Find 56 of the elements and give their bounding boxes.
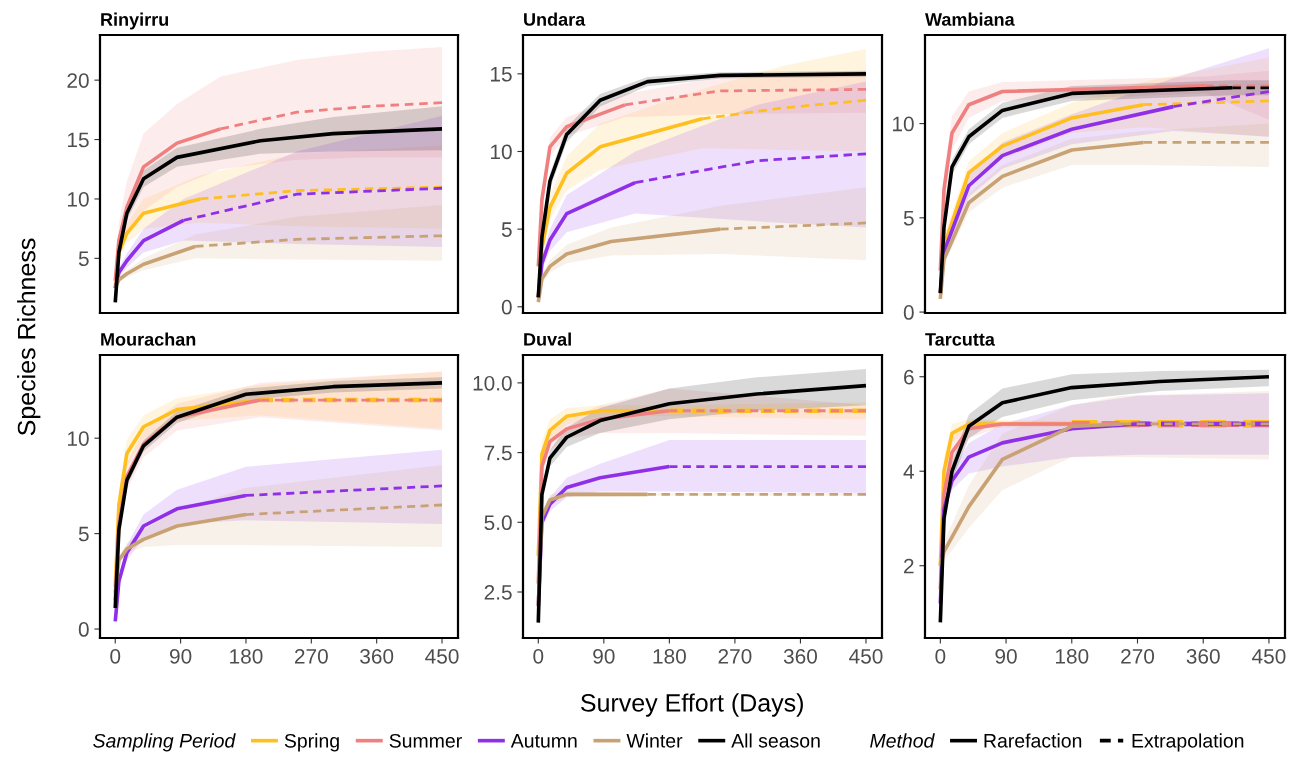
chart-title: Duval (524, 332, 571, 346)
chart-title: Undara (524, 12, 586, 26)
chart-title: Tarcutta (925, 333, 996, 346)
y-tick-label: 4 (903, 464, 914, 479)
x-axis-title: Survey Effort (Days) (581, 693, 803, 717)
x-tick-label: 270 (294, 648, 328, 664)
y-tick-label: 0 (903, 305, 914, 320)
y-tick-label: 5 (78, 526, 89, 542)
y-tick-label: 10 (68, 191, 89, 207)
legend-label: All season (731, 733, 820, 748)
y-tick-label: 10.0 (473, 375, 512, 391)
legend-label: Spring (284, 733, 339, 752)
x-tick-label: 180 (1055, 648, 1089, 664)
y-tick-label: 6 (904, 369, 914, 385)
x-tick-label: 270 (1121, 648, 1155, 664)
legend-label: Autumn (510, 734, 577, 748)
y-tick-label: 10 (68, 431, 89, 446)
x-tick-label: 180 (653, 648, 686, 664)
y-tick-label: 15 (491, 67, 512, 82)
chart-title: Mourachan (101, 332, 196, 346)
x-tick-label: 180 (230, 648, 263, 664)
y-tick-label: 5.0 (484, 515, 512, 531)
y-tick-label: 10 (893, 116, 914, 132)
legend-title: Sampling Period (93, 733, 236, 752)
x-tick-label: 360 (783, 648, 818, 664)
y-tick-label: 5 (78, 251, 89, 267)
chart-title: Rinyirru (101, 12, 169, 30)
x-tick-label: 0 (110, 648, 121, 664)
x-tick-label: 450 (425, 648, 459, 664)
y-tick-label: 2 (904, 558, 914, 574)
y-tick-label: 15 (68, 132, 89, 148)
x-tick-label: 450 (849, 648, 883, 664)
y-tick-label: 20 (67, 73, 89, 88)
y-tick-label: 5 (903, 211, 914, 226)
x-tick-label: 360 (360, 648, 394, 664)
y-tick-label: 2.5 (484, 585, 512, 600)
legend-label: Summer (389, 733, 462, 748)
text: Rarefaction (984, 733, 1082, 748)
x-tick-label: 90 (995, 648, 1017, 664)
chart-title: Wambiana (925, 12, 1015, 26)
y-tick-label: 5 (501, 222, 512, 237)
text: Extrapolation (1132, 733, 1244, 752)
y-tick-label: 10 (491, 144, 512, 160)
y-tick-label: 7.5 (484, 445, 512, 461)
x-tick-label: 0 (533, 648, 544, 664)
y-tick-label: 0 (78, 622, 89, 637)
x-tick-label: 0 (935, 648, 946, 664)
y-axis-title: Species Richness (17, 238, 41, 436)
legend-label: Winter (626, 733, 683, 748)
x-tick-label: 90 (593, 648, 615, 664)
x-tick-label: 450 (1252, 648, 1286, 664)
text: Method (870, 733, 935, 748)
x-tick-label: 90 (170, 648, 192, 664)
x-tick-label: 270 (718, 648, 752, 664)
y-tick-label: 0 (501, 299, 512, 315)
x-tick-label: 360 (1186, 648, 1220, 664)
